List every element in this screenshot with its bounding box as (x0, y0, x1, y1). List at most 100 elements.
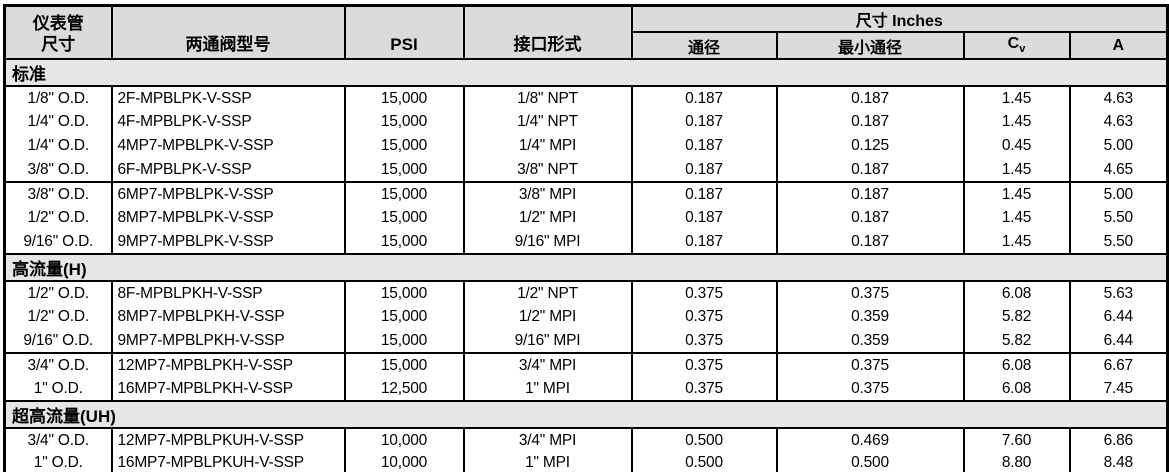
cv-cell: 5.82 (962, 305, 1071, 329)
bore-cell: 0.187 (630, 206, 778, 230)
valve-spec-table: 仪表管 尺寸 两通阀型号 PSI 接口形式 尺寸 Inches 通径 最小通径 C… (3, 4, 1169, 472)
min-bore-cell: 0.187 (775, 230, 965, 254)
port-cell: 3/8" NPT (462, 158, 633, 182)
bore-cell: 0.375 (630, 352, 778, 377)
tube-size-cell: 3/8" O.D. (3, 181, 113, 206)
bore-cell: 0.187 (630, 134, 778, 158)
cv-cell: 7.60 (962, 428, 1071, 452)
port-cell: 1" MPI (462, 377, 633, 401)
section-label: 超高流量(UH) (4, 400, 1168, 429)
bore-cell: 0.500 (630, 428, 778, 452)
port-cell: 1/8" NPT (462, 86, 633, 110)
cv-cell: 1.45 (962, 181, 1071, 206)
a-cell: 5.50 (1068, 206, 1169, 230)
tube-size-cell: 1/8" O.D. (3, 86, 113, 110)
model-cell: 9MP7-MPBLPK-V-SSP (110, 230, 346, 254)
bore-cell: 0.187 (630, 86, 778, 110)
a-cell: 6.67 (1068, 352, 1169, 377)
table-row: 1/2" O.D. 8F-MPBLPKH-V-SSP 15,000 1/2" N… (3, 281, 1169, 305)
bore-cell: 0.187 (630, 110, 778, 134)
table-row: 3/8" O.D. 6F-MPBLPK-V-SSP 15,000 3/8" NP… (3, 158, 1169, 182)
psi-cell: 15,000 (343, 181, 465, 206)
cv-cell: 0.45 (962, 134, 1071, 158)
a-cell: 5.00 (1068, 134, 1169, 158)
psi-cell: 15,000 (343, 134, 465, 158)
table-row: 1/2" O.D. 8MP7-MPBLPKH-V-SSP 15,000 1/2"… (3, 305, 1169, 329)
min-bore-cell: 0.359 (775, 305, 965, 329)
min-bore-cell: 0.500 (775, 452, 965, 472)
port-cell: 1/2" MPI (462, 206, 633, 230)
bore-cell: 0.375 (630, 281, 778, 305)
cv-cell: 6.08 (962, 352, 1071, 377)
header-inches-group: 尺寸 Inches (630, 4, 1169, 33)
model-cell: 12MP7-MPBLPKUH-V-SSP (110, 428, 346, 452)
cv-cell: 6.08 (962, 281, 1071, 305)
port-cell: 1" MPI (462, 452, 633, 472)
header-bore: 通径 (630, 31, 778, 60)
bore-cell: 0.375 (630, 377, 778, 401)
a-cell: 6.44 (1068, 329, 1169, 353)
bore-cell: 0.375 (630, 305, 778, 329)
a-cell: 8.48 (1068, 452, 1169, 472)
cv-cell: 8.80 (962, 452, 1071, 472)
section-row-standard: 标准 (4, 58, 1168, 87)
table-row: 3/4" O.D. 12MP7-MPBLPKH-V-SSP 15,000 3/4… (3, 352, 1169, 377)
cv-cell: 6.08 (962, 377, 1071, 401)
header-cv: Cv (962, 31, 1071, 60)
a-cell: 5.63 (1068, 281, 1169, 305)
port-cell: 1/4" NPT (462, 110, 633, 134)
psi-cell: 15,000 (343, 329, 465, 353)
psi-cell: 15,000 (343, 206, 465, 230)
header-a: A (1068, 31, 1169, 60)
tube-size-cell: 1" O.D. (3, 377, 113, 401)
table-row: 9/16" O.D. 9MP7-MPBLPK-V-SSP 15,000 9/16… (3, 230, 1169, 254)
tube-size-cell: 1/4" O.D. (3, 110, 113, 134)
model-cell: 16MP7-MPBLPKUH-V-SSP (110, 452, 346, 472)
cv-cell: 1.45 (962, 206, 1071, 230)
a-cell: 6.86 (1068, 428, 1169, 452)
model-cell: 4F-MPBLPK-V-SSP (110, 110, 346, 134)
a-cell: 5.50 (1068, 230, 1169, 254)
psi-cell: 15,000 (343, 352, 465, 377)
a-cell: 4.65 (1068, 158, 1169, 182)
header-model: 两通阀型号 (110, 4, 346, 60)
psi-cell: 10,000 (343, 428, 465, 452)
model-cell: 9MP7-MPBLPKH-V-SSP (110, 329, 346, 353)
min-bore-cell: 0.125 (775, 134, 965, 158)
cv-cell: 1.45 (962, 158, 1071, 182)
section-label: 高流量(H) (4, 253, 1168, 282)
model-cell: 6MP7-MPBLPK-V-SSP (110, 181, 346, 206)
psi-cell: 15,000 (343, 158, 465, 182)
tube-size-cell: 3/4" O.D. (3, 428, 113, 452)
section-label: 标准 (4, 58, 1168, 87)
cv-cell: 5.82 (962, 329, 1071, 353)
min-bore-cell: 0.469 (775, 428, 965, 452)
tube-size-cell: 1/2" O.D. (3, 305, 113, 329)
min-bore-cell: 0.375 (775, 352, 965, 377)
table-row: 9/16" O.D. 9MP7-MPBLPKH-V-SSP 15,000 9/1… (3, 329, 1169, 353)
model-cell: 8MP7-MPBLPK-V-SSP (110, 206, 346, 230)
psi-cell: 12,500 (343, 377, 465, 401)
table-row: 1/8" O.D. 2F-MPBLPK-V-SSP 15,000 1/8" NP… (3, 86, 1169, 110)
section-row-ultra-high-flow: 超高流量(UH) (4, 400, 1168, 429)
header-row-group: 仪表管 尺寸 两通阀型号 PSI 接口形式 尺寸 Inches (3, 4, 1169, 60)
tube-size-cell: 3/8" O.D. (3, 158, 113, 182)
a-cell: 4.63 (1068, 86, 1169, 110)
min-bore-cell: 0.359 (775, 329, 965, 353)
header-port: 接口形式 (462, 4, 633, 60)
table-row: 3/4" O.D. 12MP7-MPBLPKUH-V-SSP 10,000 3/… (3, 428, 1169, 452)
psi-cell: 10,000 (343, 452, 465, 472)
psi-cell: 15,000 (343, 110, 465, 134)
bore-cell: 0.500 (630, 452, 778, 472)
model-cell: 4MP7-MPBLPK-V-SSP (110, 134, 346, 158)
tube-size-cell: 9/16" O.D. (3, 329, 113, 353)
model-cell: 8MP7-MPBLPKH-V-SSP (110, 305, 346, 329)
a-cell: 6.44 (1068, 305, 1169, 329)
table-row: 1/4" O.D. 4MP7-MPBLPK-V-SSP 15,000 1/4" … (3, 134, 1169, 158)
header-cv-main: C (1007, 35, 1020, 53)
table-row: 1" O.D. 16MP7-MPBLPKH-V-SSP 12,500 1" MP… (3, 377, 1169, 401)
model-cell: 8F-MPBLPKH-V-SSP (110, 281, 346, 305)
a-cell: 7.45 (1068, 377, 1169, 401)
bore-cell: 0.375 (630, 329, 778, 353)
